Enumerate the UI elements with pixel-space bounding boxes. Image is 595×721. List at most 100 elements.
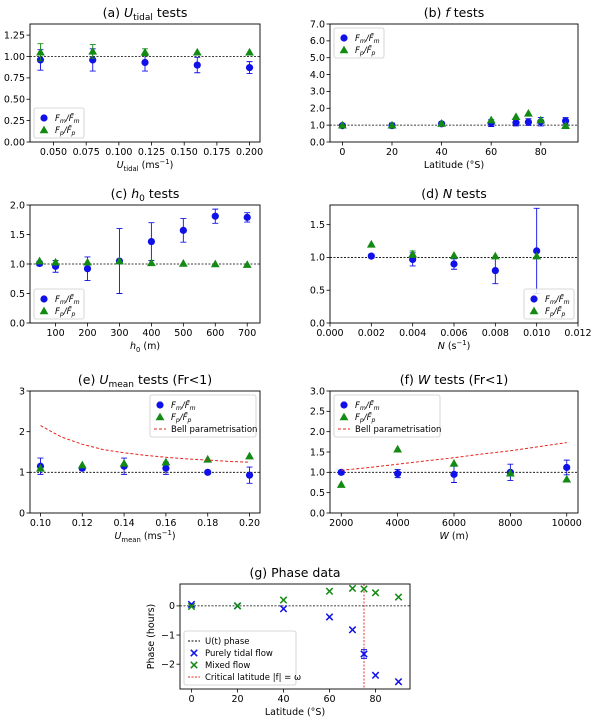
x-tick-label: 200 [78,328,96,339]
x-axis-label: Umean (ms−1) [114,529,175,544]
data-point [491,266,499,275]
legend-swatch [530,295,538,303]
legend-box [183,630,297,686]
legend-swatch [340,34,348,42]
legend-label: Fm/F̄m [355,399,380,412]
panel-title: (c) h0 tests [111,186,180,204]
data-point [83,265,92,273]
axes-frame [179,583,411,690]
y-tick-label: 0.0 [10,318,25,329]
legend-label: Fm/F̄m [171,399,196,412]
y-tick-label: 0.5 [310,488,325,499]
x-axis-label-close: ) [170,160,174,171]
data-point [325,587,334,596]
x-tick-label: 80 [369,694,381,705]
data-point [147,237,155,246]
x-tick-label: 700 [238,328,256,339]
data-point [35,256,44,265]
data-point [325,613,334,621]
x-axis-label: N (s−1) [438,339,471,352]
panel-title-symbol: N [443,186,453,201]
panel-title: (g) Phase data [249,565,340,580]
x-tick-label: 0.10 [30,518,51,529]
x-tick-label: 0.20 [239,518,260,529]
panel-title-part2: tests (Fr<1) [430,372,508,387]
x-tick-label: 500 [174,328,192,339]
legend-swatch [190,661,198,669]
data-point [408,249,418,258]
legend-label: U(t) phase [205,637,250,647]
data-point [88,46,98,55]
y-tick-label: 7.0 [310,19,325,30]
x-axis-label-symbol: h [130,341,136,352]
x-tick-label: 60 [323,694,335,705]
x-axis-label-sub: 0 [136,346,140,354]
y-tick-label: 0.00 [4,137,25,148]
data-point [371,671,380,680]
data-point [338,120,347,129]
x-axis-label: W (m) [439,531,468,542]
legend-swatch [339,45,349,54]
x-axis-label-sup: −1 [162,529,172,537]
y-tick-label: 6.0 [310,36,325,47]
x-tick-label: 80 [535,147,547,158]
y-tick-label: 1.5 [310,220,325,231]
panel-title-part: (c) [111,186,132,201]
data-point [242,260,252,268]
panel-title-part: (d) [421,186,443,201]
x-axis-label-symbol: U [117,160,124,171]
x-tick-label: 0.012 [564,328,591,339]
legend-swatch [339,412,349,421]
data-point [394,469,402,478]
x-axis-label-symbol: U [114,531,121,542]
legend-swatch [156,401,164,409]
x-tick-label: 0.050 [40,147,67,158]
y-tick-label: 2.0 [310,427,325,438]
data-point [449,458,459,467]
data-point [51,257,60,266]
legend-label: Fp/F̄p [355,411,376,424]
y-tick-label: 1.0 [310,468,325,479]
data-point [360,585,368,593]
data-point [360,650,368,658]
data-point [115,256,124,265]
y-tick-label: 0.5 [10,289,25,300]
data-point [336,480,346,488]
x-tick-label: 600 [206,328,224,339]
legend-label: Fm/F̄m [55,293,80,306]
y-tick-label: 1.25 [4,30,25,41]
panel-6: 0 20 40 60 80 −2 −1 0 Latitude (°S) Phase (hours)… [146,583,411,718]
panel-0: 0.050 0.075 0.100 0.125 0.150 0.175 0.200 0.00 0… [4,23,263,158]
data-point [279,596,288,604]
data-point [450,470,458,478]
data-point [162,464,170,472]
y-axis-label: Phase (hours) [146,604,157,670]
y-tick-label: 0.0 [310,318,325,329]
panel-title-sub: mean [108,380,134,390]
x-tick-label: 40 [277,694,289,705]
x-tick-label: 20 [386,147,398,158]
x-axis-label-symbol: W [439,531,449,542]
data-point [450,260,458,268]
x-axis-label-sup: −1 [160,158,170,166]
data-point [561,121,570,129]
x-axis-label-unit: (m) [449,531,469,542]
y-tick-label: 0.50 [4,95,25,106]
y-tick-label: 1.0 [310,120,325,131]
x-axis-label-symbol: N [438,341,445,352]
y-tick-label: 0.0 [310,508,325,519]
y-tick-label: 1.5 [10,230,25,241]
x-tick-label: 300 [110,328,128,339]
legend-swatch [190,649,198,657]
legend-swatch [39,125,49,134]
x-axis-label: Utidal (ms−1) [117,158,174,173]
data-point [243,213,251,221]
data-point [140,47,150,56]
x-axis-label-sub: tidal [124,165,139,173]
y-tick-label: 1.5 [310,447,325,458]
legend-label: Critical latitude |f| = ω [205,673,301,683]
x-tick-label: 0.006 [440,328,467,339]
